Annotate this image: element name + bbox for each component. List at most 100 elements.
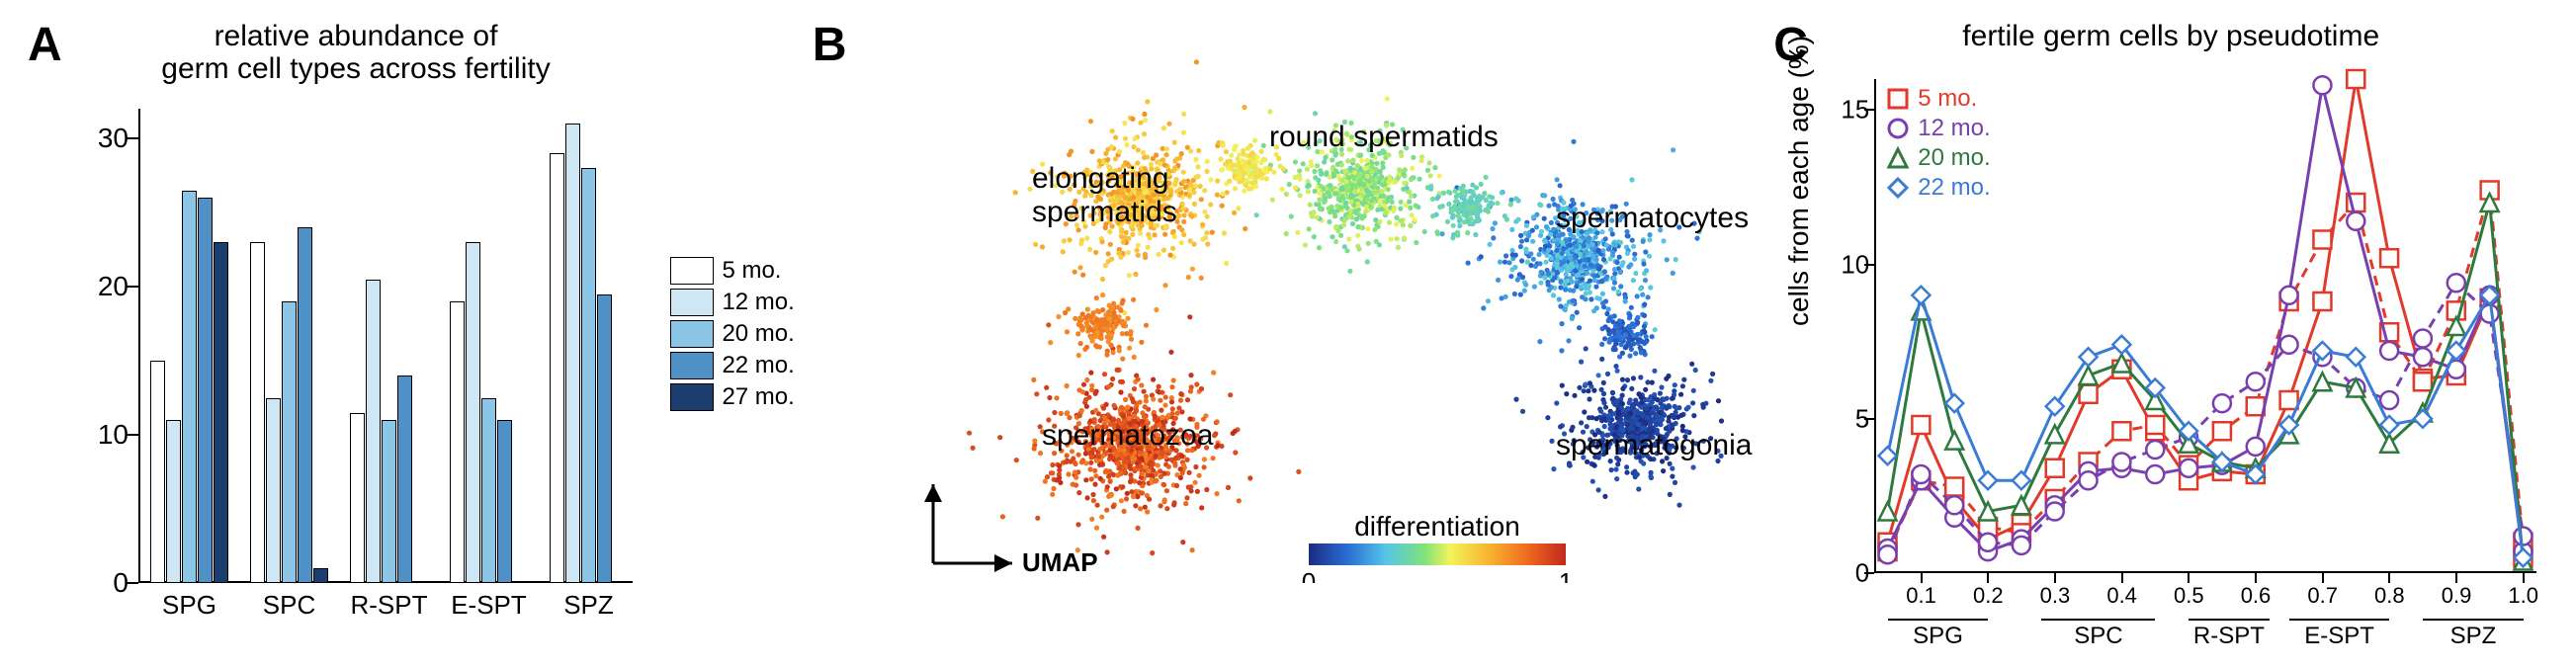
umap-point (1441, 191, 1446, 196)
umap-point (1613, 324, 1618, 329)
umap-point (1113, 314, 1118, 319)
umap-point (1132, 386, 1137, 391)
umap-point (1123, 230, 1128, 235)
umap-point (1094, 317, 1099, 322)
umap-point (1107, 478, 1112, 483)
umap-point (1518, 244, 1523, 249)
umap-point (1195, 164, 1200, 169)
umap-point (1532, 285, 1537, 290)
umap-point (1486, 203, 1491, 208)
umap-point (1410, 212, 1415, 217)
umap-point (1558, 303, 1563, 308)
umap-point (1194, 59, 1199, 64)
umap-point (1170, 246, 1175, 251)
umap-point (1073, 316, 1077, 321)
umap-point (1467, 221, 1472, 226)
panel-a-xlabel: SPG (162, 590, 216, 621)
panel-a-bar (198, 198, 213, 583)
umap-point (1555, 265, 1560, 270)
umap-point (1512, 292, 1517, 296)
umap-point (1638, 287, 1643, 292)
umap-point (1551, 292, 1556, 297)
umap-point (1625, 377, 1630, 382)
umap-point (1600, 292, 1605, 296)
umap-point (1619, 393, 1624, 398)
panel-c-marker (2515, 528, 2533, 545)
umap-point (1183, 501, 1188, 506)
umap-point (1508, 274, 1513, 279)
umap-point (1538, 203, 1543, 208)
umap-point (1064, 453, 1069, 458)
umap-point (1172, 460, 1177, 465)
umap-point (1127, 346, 1132, 351)
umap-point (1519, 239, 1524, 244)
umap-point (1316, 202, 1321, 207)
umap-point (1503, 260, 1507, 265)
umap-point (1253, 159, 1258, 164)
umap-point (1172, 140, 1177, 145)
umap-point (1043, 479, 1048, 484)
umap-point (1080, 273, 1085, 278)
panel-a-bar (166, 420, 181, 583)
colorbar-min: 0 (1302, 567, 1316, 583)
umap-point (1292, 175, 1297, 180)
umap-point (1393, 179, 1398, 184)
umap-point (1621, 412, 1626, 417)
umap-point (1359, 158, 1364, 163)
umap-point (1440, 204, 1445, 209)
umap-point (1136, 243, 1141, 248)
umap-point (1552, 275, 1557, 280)
panel-a-title: relative abundance of germ cell types ac… (99, 20, 613, 85)
umap-point (1142, 131, 1147, 136)
umap-point (1267, 109, 1272, 114)
umap-point (1549, 256, 1554, 261)
umap-point (1204, 214, 1209, 219)
umap-point (1595, 487, 1600, 492)
umap-point (1064, 383, 1069, 388)
umap-point (1602, 269, 1607, 274)
umap-point (1617, 270, 1622, 275)
umap-point (1120, 379, 1125, 384)
umap-point (1634, 408, 1639, 413)
umap-point (1056, 314, 1061, 319)
umap-point (1408, 223, 1413, 228)
umap-point (1396, 245, 1401, 250)
umap-point (1188, 182, 1193, 187)
umap-point (1620, 377, 1625, 382)
umap-point (1194, 381, 1199, 386)
panel-c-xtick-label: 0.7 (2307, 583, 2338, 609)
umap-point (1159, 390, 1164, 395)
umap-point (1364, 158, 1369, 163)
umap-point (1137, 480, 1142, 485)
umap-point (1627, 354, 1632, 359)
umap-point (1647, 237, 1652, 242)
panel-c-marker (2280, 336, 2298, 354)
umap-point (1089, 336, 1094, 341)
umap-point (1312, 169, 1317, 174)
umap-point (1185, 145, 1190, 150)
umap-point (1490, 226, 1495, 231)
umap-point (1582, 409, 1587, 414)
umap-point (1342, 244, 1347, 249)
umap-point (1094, 526, 1099, 531)
umap-point (1328, 183, 1332, 188)
umap-point (1177, 187, 1182, 192)
umap-point (1648, 285, 1653, 290)
umap-point (1558, 285, 1563, 290)
umap-point (1215, 443, 1220, 448)
umap-point (1100, 462, 1105, 467)
panel-c-marker (2080, 367, 2098, 384)
umap-point (1178, 475, 1183, 480)
umap-point (1506, 260, 1511, 265)
panel-c-marker (2146, 416, 2164, 434)
umap-point (1402, 236, 1407, 241)
umap-point (1331, 209, 1336, 214)
umap-point (1061, 249, 1066, 254)
umap-point (1626, 325, 1631, 330)
umap-point (1377, 170, 1382, 175)
umap-point (1685, 405, 1690, 410)
umap-point (1582, 264, 1587, 269)
umap-point (1595, 373, 1600, 377)
umap-point (1364, 205, 1369, 209)
umap-point (1193, 464, 1198, 469)
